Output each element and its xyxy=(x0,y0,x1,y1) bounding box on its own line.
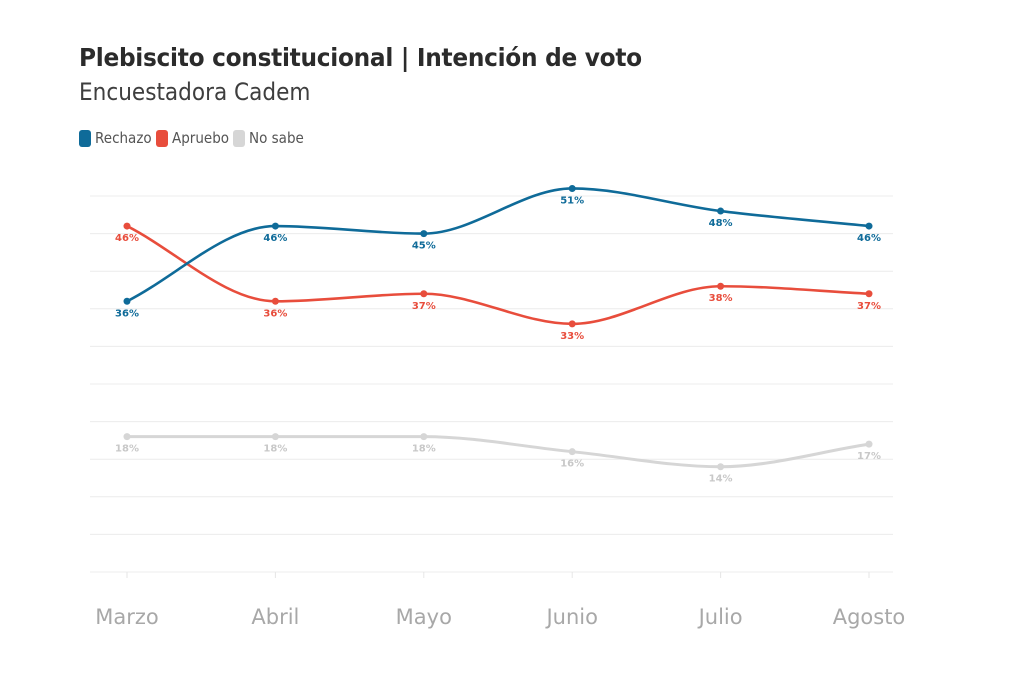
data-label-no-sabe: 14% xyxy=(709,474,733,485)
legend-item-no-sabe[interactable]: No sabe xyxy=(233,129,304,147)
series-lines xyxy=(125,187,871,469)
x-axis-ticks xyxy=(126,572,870,578)
point-apruebo[interactable] xyxy=(568,320,576,328)
point-rechazo[interactable] xyxy=(717,207,725,215)
data-label-rechazo: 46% xyxy=(263,233,287,244)
line-rechazo xyxy=(125,187,871,303)
chart-subtitle: Encuestadora Cadem xyxy=(79,78,311,106)
legend-label-apruebo: Apruebo xyxy=(171,129,230,147)
data-label-apruebo: 46% xyxy=(115,233,139,244)
legend-label-no-sabe: No sabe xyxy=(249,129,305,147)
data-label-rechazo: 48% xyxy=(709,218,733,229)
legend-swatch-no-sabe xyxy=(233,129,246,147)
legend: Rechazo Apruebo No sabe xyxy=(79,129,308,147)
data-label-no-sabe: 18% xyxy=(115,444,139,455)
point-rechazo[interactable] xyxy=(568,184,576,192)
point-no-sabe[interactable] xyxy=(271,433,279,441)
data-label-no-sabe: 18% xyxy=(263,444,287,455)
point-no-sabe[interactable] xyxy=(568,448,576,456)
point-apruebo[interactable] xyxy=(271,297,279,305)
data-label-rechazo: 51% xyxy=(560,195,584,206)
point-no-sabe[interactable] xyxy=(865,440,873,448)
x-tick-label: Abril xyxy=(251,605,299,629)
x-tick-label: Junio xyxy=(544,605,598,629)
line-no-sabe xyxy=(125,435,871,469)
data-label-apruebo: 37% xyxy=(412,301,436,312)
point-rechazo[interactable] xyxy=(865,222,873,230)
data-label-no-sabe: 18% xyxy=(412,444,436,455)
x-tick-label: Mayo xyxy=(396,605,452,629)
legend-item-rechazo[interactable]: Rechazo xyxy=(79,129,152,147)
point-no-sabe[interactable] xyxy=(420,433,428,441)
point-rechazo[interactable] xyxy=(271,222,279,230)
legend-item-apruebo[interactable]: Apruebo xyxy=(155,129,230,147)
series-points xyxy=(123,184,873,471)
data-label-rechazo: 46% xyxy=(857,233,881,244)
x-tick-label: Agosto xyxy=(833,605,906,629)
data-label-rechazo: 45% xyxy=(412,241,436,252)
data-label-no-sabe: 16% xyxy=(560,459,584,470)
point-apruebo[interactable] xyxy=(123,222,131,230)
line-apruebo xyxy=(125,224,871,326)
data-label-no-sabe: 17% xyxy=(857,451,881,462)
data-label-apruebo: 33% xyxy=(560,331,584,342)
x-axis-labels: Marzo Abril Mayo Junio Julio Agosto xyxy=(95,605,905,629)
chart-title: Plebiscito constitucional | Intención de… xyxy=(79,43,642,72)
point-apruebo[interactable] xyxy=(420,290,428,298)
gridlines xyxy=(90,195,893,573)
data-label-apruebo: 38% xyxy=(709,293,733,304)
legend-swatch-rechazo xyxy=(79,129,91,147)
data-label-apruebo: 36% xyxy=(263,308,287,319)
data-label-rechazo: 36% xyxy=(115,308,139,319)
data-labels: 18% 18% 18% 16% 14% 17% 46% 36% 37% 33% 38% 37% 36% 4… xyxy=(115,195,881,484)
point-apruebo[interactable] xyxy=(717,282,725,290)
x-tick-label: Julio xyxy=(697,605,743,629)
point-apruebo[interactable] xyxy=(865,290,873,298)
x-tick-label: Marzo xyxy=(95,605,159,629)
point-rechazo[interactable] xyxy=(420,230,428,238)
point-rechazo[interactable] xyxy=(123,297,131,305)
legend-label-rechazo: Rechazo xyxy=(95,129,152,147)
point-no-sabe[interactable] xyxy=(123,433,131,441)
legend-swatch-apruebo xyxy=(155,129,168,147)
point-no-sabe[interactable] xyxy=(717,463,725,471)
data-label-apruebo: 37% xyxy=(857,301,881,312)
